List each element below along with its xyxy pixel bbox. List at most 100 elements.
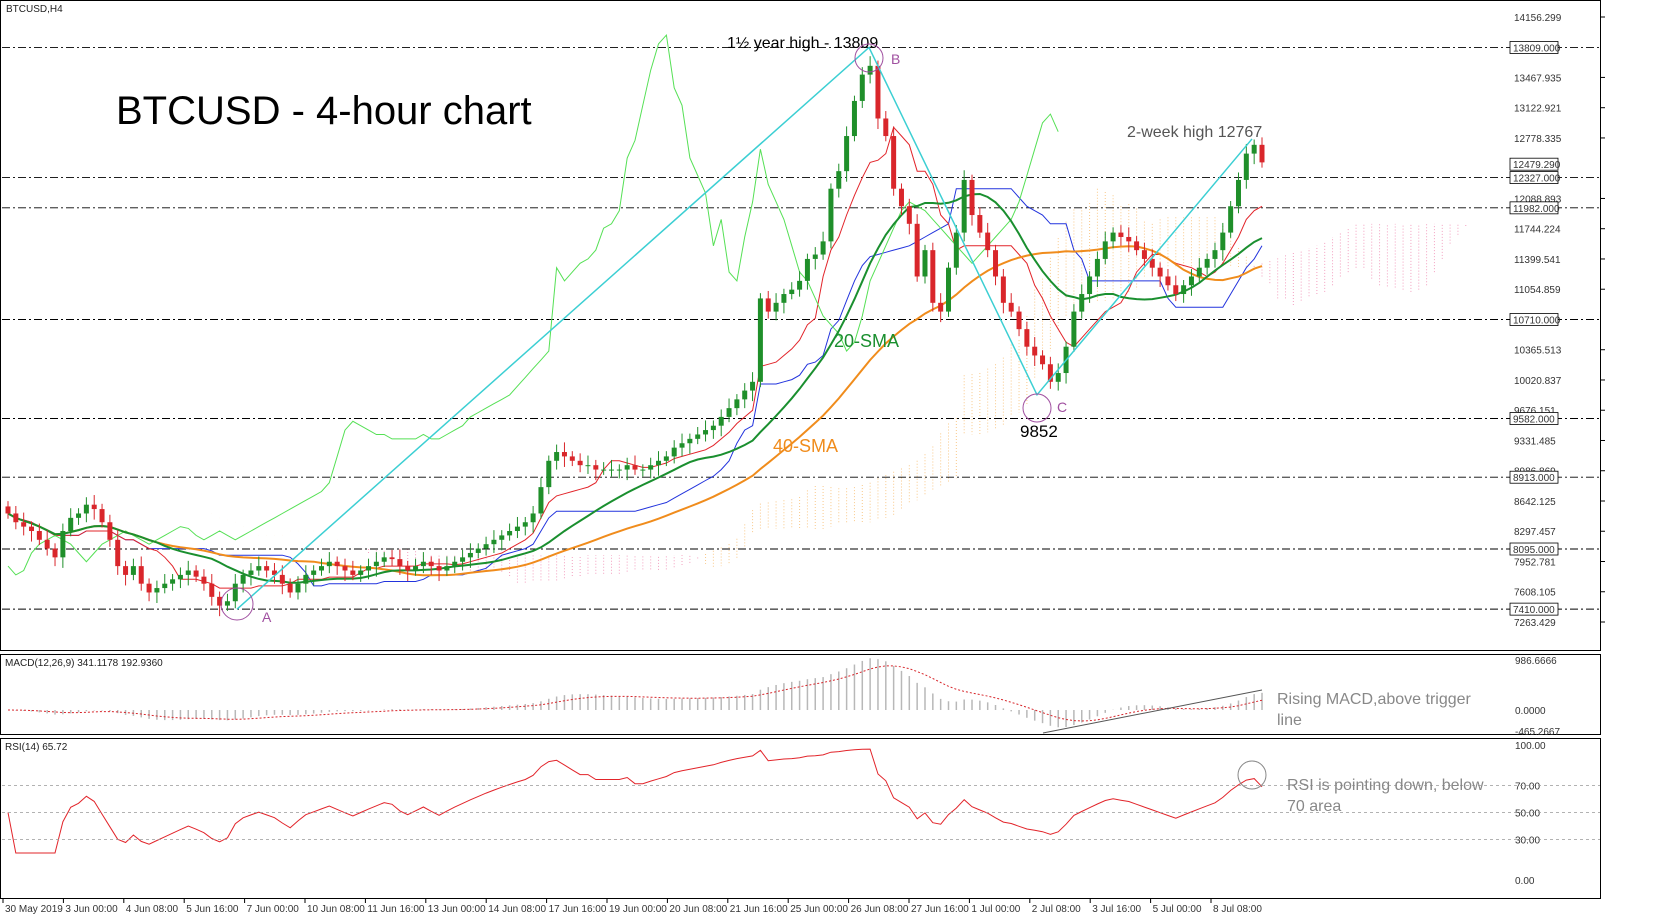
candle-body bbox=[585, 465, 591, 467]
candle-body bbox=[554, 452, 560, 461]
candle-body bbox=[946, 267, 951, 312]
candle-body bbox=[938, 302, 944, 312]
zigzag-lines bbox=[236, 46, 1253, 610]
time-tick-label: 30 May 2019 bbox=[5, 904, 63, 915]
time-tick-label: 14 Jun 08:00 bbox=[488, 904, 546, 915]
price-tick-label: 12088.893 bbox=[1514, 194, 1562, 205]
macd-histogram bbox=[7, 658, 1263, 728]
candle-body bbox=[1173, 285, 1179, 295]
sma20-line bbox=[7, 192, 1263, 584]
candle-body bbox=[146, 583, 152, 593]
candle-body bbox=[656, 460, 662, 466]
candle-body bbox=[201, 576, 207, 584]
candle-body bbox=[961, 179, 967, 233]
candle-body bbox=[530, 513, 536, 523]
price-highlight-label: 12479.290 bbox=[1513, 160, 1561, 171]
price-tick-label: 10020.837 bbox=[1514, 376, 1562, 387]
price-highlight-box bbox=[1509, 41, 1559, 54]
candle-body bbox=[561, 452, 567, 457]
time-tick-label: 25 Jun 00:00 bbox=[790, 904, 848, 915]
candle-body bbox=[773, 302, 779, 312]
time-axis: 30 May 2019 3 Jun 00:00 4 Jun 08:00 5 Jun 1… bbox=[2, 898, 1262, 915]
time-tick-label: 3 Jun 00:00 bbox=[65, 904, 118, 915]
candle-body bbox=[1149, 258, 1155, 268]
rsi-polyline bbox=[7, 748, 1263, 854]
time-tick-label: 17 Jun 16:00 bbox=[549, 904, 607, 915]
point-c-label: C bbox=[1057, 399, 1067, 415]
candle-body bbox=[922, 250, 928, 277]
price-highlight-box bbox=[1509, 542, 1559, 556]
candle-body bbox=[836, 171, 842, 189]
candle-body bbox=[217, 596, 223, 606]
candle-body bbox=[1134, 241, 1140, 251]
price-tick-label: 11399.541 bbox=[1514, 255, 1561, 266]
price-tick-label: 9331.485 bbox=[1514, 436, 1556, 447]
candle-body bbox=[898, 188, 904, 207]
two-week-high-annotation: 2-week high 12767 bbox=[1127, 124, 1262, 141]
candle-body bbox=[193, 570, 199, 577]
price-tick-label: 7263.429 bbox=[1514, 618, 1556, 629]
candle-body bbox=[271, 570, 277, 575]
candle-body bbox=[883, 118, 889, 137]
candle-body bbox=[326, 561, 332, 567]
price-highlight-box bbox=[1509, 201, 1559, 215]
candle-body bbox=[601, 469, 607, 471]
candle-body bbox=[844, 136, 850, 172]
candle-body bbox=[648, 465, 654, 470]
candlesticks bbox=[5, 56, 1265, 617]
time-tick-label: 27 Jun 16:00 bbox=[911, 904, 969, 915]
candle-body bbox=[373, 561, 379, 567]
price-tick-label: 7952.781 bbox=[1514, 557, 1556, 568]
candle-body bbox=[1165, 276, 1171, 286]
price-highlight-label: 9582.000 bbox=[1513, 414, 1555, 425]
candle-body bbox=[240, 574, 246, 584]
rsi-tick-label: 30.00 bbox=[1515, 836, 1540, 847]
candle-body bbox=[608, 469, 614, 471]
candle-body bbox=[444, 566, 450, 571]
candle-body bbox=[1220, 232, 1226, 251]
candle-body bbox=[311, 570, 317, 575]
time-tick-label: 5 Jun 16:00 bbox=[186, 904, 239, 915]
candle-body bbox=[36, 531, 42, 540]
candle-body bbox=[993, 250, 999, 277]
candle-body bbox=[757, 298, 763, 382]
candle-body bbox=[130, 566, 136, 575]
candle-body bbox=[687, 438, 693, 444]
price-highlight-box bbox=[1509, 313, 1559, 326]
rsi-label: RSI(14) 65.72 bbox=[5, 742, 68, 753]
point-c-marker bbox=[1022, 393, 1052, 423]
price-highlight-label: 8095.000 bbox=[1513, 545, 1555, 556]
candle-body bbox=[29, 526, 35, 532]
candle-body bbox=[781, 294, 787, 303]
candle-body bbox=[797, 280, 803, 290]
price-tick-label: 13122.921 bbox=[1514, 104, 1562, 115]
candle-body bbox=[138, 566, 144, 584]
candle-body bbox=[475, 548, 481, 553]
price-panel-frame bbox=[0, 0, 1601, 651]
candle-body bbox=[804, 258, 810, 281]
price-tick-label: 10365.513 bbox=[1514, 346, 1562, 357]
candle-body bbox=[295, 583, 301, 593]
price-highlight-label: 11982.000 bbox=[1513, 204, 1560, 215]
macd-label: MACD(12,26,9) 341.1178 192.9360 bbox=[5, 658, 163, 669]
candle-body bbox=[366, 566, 372, 571]
time-tick-label: 19 Jun 00:00 bbox=[609, 904, 667, 915]
time-tick-label: 13 Jun 00:00 bbox=[428, 904, 486, 915]
candle-body bbox=[13, 513, 19, 523]
candle-body bbox=[906, 206, 912, 224]
candle-body bbox=[452, 561, 458, 567]
rsi-panel-frame bbox=[0, 738, 1601, 899]
candle-body bbox=[1235, 179, 1241, 207]
candle-body bbox=[248, 570, 254, 575]
candle-body bbox=[123, 566, 129, 575]
candle-body bbox=[930, 250, 936, 303]
candle-body bbox=[170, 579, 176, 584]
candle-body bbox=[68, 517, 74, 532]
candle-body bbox=[185, 570, 191, 575]
candle-body bbox=[1110, 232, 1116, 242]
candle-body bbox=[467, 552, 473, 558]
candle-body bbox=[616, 469, 622, 471]
candle-body bbox=[789, 289, 795, 295]
